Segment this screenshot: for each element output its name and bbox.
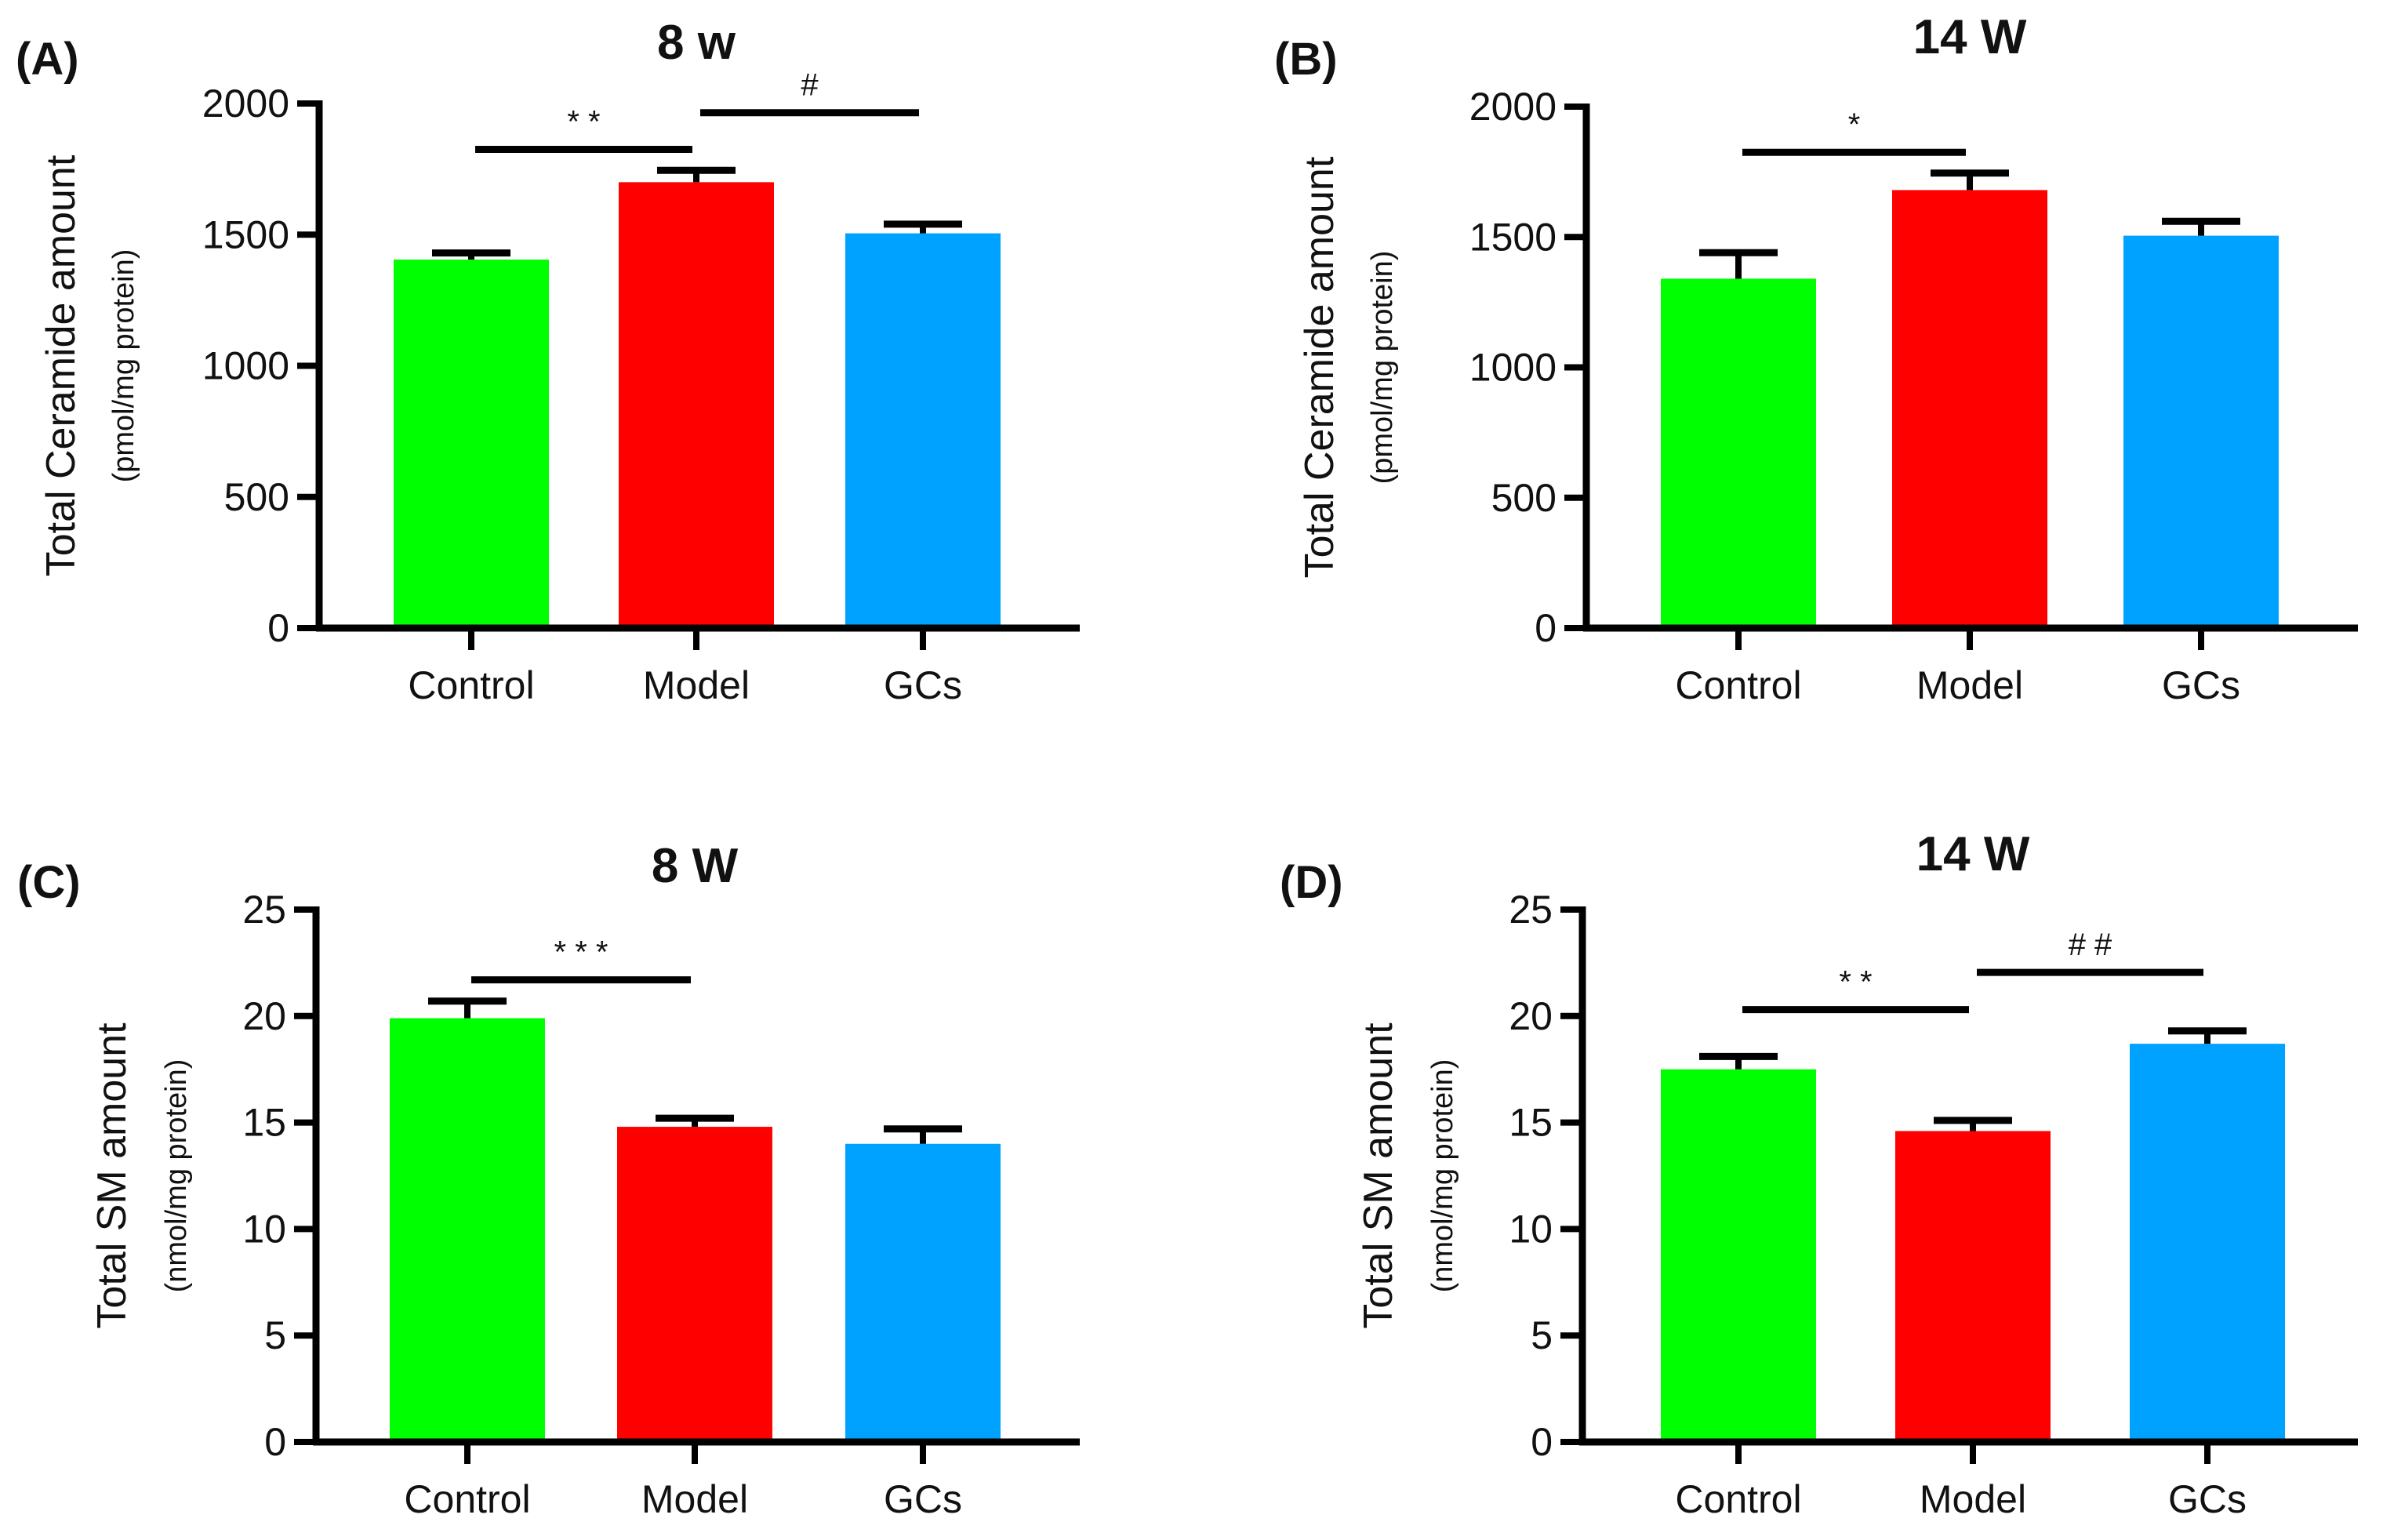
y-tick-label: 10 <box>1509 1207 1553 1251</box>
y-axis-label: Total Ceramide amount <box>38 154 84 576</box>
bar-control <box>1661 278 1816 628</box>
panel-label: (D) <box>1280 857 1343 908</box>
y-tick-label: 0 <box>1531 1420 1553 1464</box>
y-axis-unit-label: (pmol/mg protein) <box>107 249 140 483</box>
y-tick-label: 5 <box>1531 1313 1553 1357</box>
y-axis-unit-label: (nmol/mg protein) <box>160 1059 193 1293</box>
significance-label: * * * <box>554 935 608 970</box>
bar-control <box>1661 1069 1816 1442</box>
chart-title: 14 W <box>1916 827 2030 881</box>
y-tick-label: 25 <box>1509 888 1553 932</box>
y-tick-label: 5 <box>264 1313 286 1357</box>
x-tick-label: Control <box>404 1477 530 1521</box>
y-tick-label: 25 <box>242 888 286 932</box>
y-tick-label: 2000 <box>1469 85 1557 129</box>
x-tick-label: GCs <box>884 663 962 707</box>
significance-label: * * <box>567 105 600 140</box>
bar-control <box>390 1018 545 1442</box>
chart-panel-b: (B) 14 W Total Ceramide amount (pmol/mg pro… <box>1274 10 2358 707</box>
bar-model <box>1895 1131 2051 1442</box>
y-tick-label: 2000 <box>202 82 289 125</box>
x-tick-label: Control <box>1675 663 1801 707</box>
y-axis-unit-label: (pmol/mg protein) <box>1366 251 1399 485</box>
y-tick-label: 15 <box>242 1101 286 1145</box>
bar-model <box>1892 190 2047 628</box>
bar-gcs <box>2130 1044 2285 1442</box>
chart-title: 14 W <box>1913 10 2027 64</box>
x-tick-label: Control <box>408 663 534 707</box>
chart-panel-d: (D) 14 W Total SM amount (nmol/mg protein) C… <box>1280 827 2358 1521</box>
x-tick-label: GCs <box>884 1477 962 1521</box>
y-tick-label: 0 <box>1535 606 1557 650</box>
y-tick-label: 20 <box>242 994 286 1038</box>
bar-control <box>394 260 549 628</box>
bar-gcs <box>845 233 1001 628</box>
y-tick-label: 500 <box>1491 476 1557 520</box>
panel-label: (A) <box>16 34 79 85</box>
x-tick-label: GCs <box>2162 663 2240 707</box>
significance-label: * * <box>1839 965 1872 1000</box>
y-tick-label: 1500 <box>202 212 289 256</box>
chart-panel-a: (A) 8 w Total Ceramide amount (pmol/mg prot… <box>16 16 1080 707</box>
y-tick-label: 10 <box>242 1207 286 1251</box>
significance-label: * <box>1848 107 1861 142</box>
y-axis-label: Total SM amount <box>1356 1022 1401 1329</box>
y-axis-label: Total Ceramide amount <box>1297 156 1342 578</box>
y-tick-label: 1000 <box>202 344 289 388</box>
y-tick-label: 0 <box>264 1420 286 1464</box>
significance-label: # <box>801 68 819 103</box>
bar-model <box>619 182 774 629</box>
panel-label: (C) <box>17 857 81 908</box>
x-tick-label: Model <box>643 663 750 707</box>
bar-gcs <box>845 1143 1001 1442</box>
x-tick-label: Model <box>1920 1477 2026 1521</box>
significance-label: # # <box>2069 928 2112 962</box>
chart-title: 8 W <box>652 839 739 893</box>
y-tick-label: 15 <box>1509 1101 1553 1145</box>
y-tick-label: 1500 <box>1469 215 1557 259</box>
y-axis-label: Total SM amount <box>89 1022 135 1329</box>
x-tick-label: Model <box>1916 663 2023 707</box>
chart-title: 8 w <box>657 16 736 70</box>
panel-label: (B) <box>1274 34 1338 85</box>
y-tick-label: 20 <box>1509 994 1553 1038</box>
x-tick-label: Control <box>1675 1477 1801 1521</box>
bar-gcs <box>2123 235 2279 628</box>
chart-panel-c: (C) 8 W Total SM amount (nmol/mg protein) Co… <box>17 839 1080 1521</box>
y-tick-label: 500 <box>224 475 289 519</box>
x-tick-label: Model <box>641 1477 748 1521</box>
x-tick-label: GCs <box>2168 1477 2247 1521</box>
bar-model <box>617 1127 772 1442</box>
y-tick-label: 1000 <box>1469 346 1557 390</box>
y-axis-unit-label: (nmol/mg protein) <box>1426 1059 1459 1293</box>
y-tick-label: 0 <box>267 606 289 650</box>
